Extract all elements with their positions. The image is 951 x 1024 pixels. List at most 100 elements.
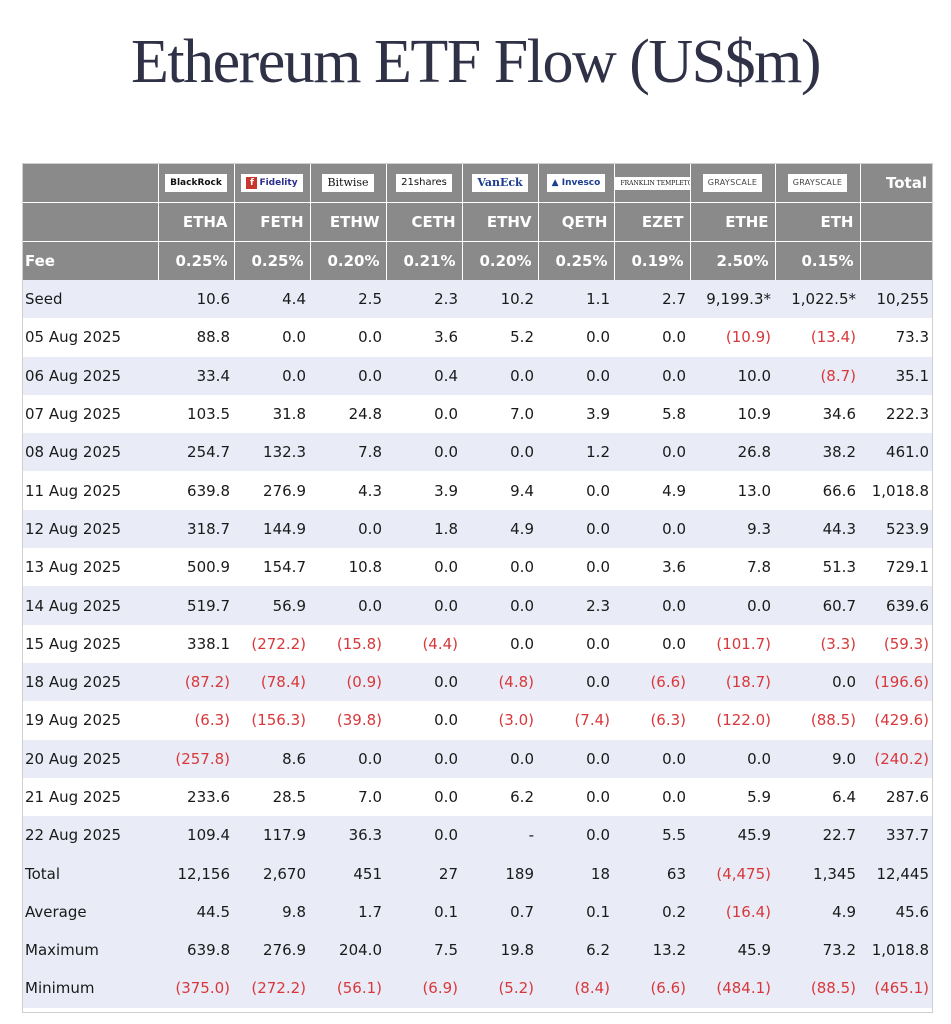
fee-cell: 0.20% <box>461 241 538 280</box>
fee-cell: 0.20% <box>309 241 386 280</box>
flow-value-cell: (101.7) <box>690 624 775 663</box>
flow-value-cell: 109.4 <box>158 816 234 855</box>
flow-value-cell: 0.0 <box>538 356 614 395</box>
issuer-logo-cell: VanEck <box>461 163 538 203</box>
row-label: 07 Aug 2025 <box>22 394 158 434</box>
flow-value-cell: (78.4) <box>234 662 310 702</box>
fee-row: Fee 0.25% 0.25% 0.20% 0.21% 0.20% 0.25% … <box>22 241 933 280</box>
flow-value-cell: 0.0 <box>538 816 614 855</box>
summary-row: Average 44.5 9.8 1.7 0.1 0.7 0.1 0.2 (16.4) 4.9 45… <box>22 892 933 932</box>
flow-value-cell: 28.5 <box>234 777 310 817</box>
flow-value-cell: 2.3 <box>386 280 462 319</box>
flow-value-cell: 639.6 <box>860 586 933 625</box>
flow-value-cell: 44.3 <box>775 509 860 549</box>
franklin-templeton-logo: FRANKLIN TEMPLETON <box>615 176 690 190</box>
flow-value-cell: 34.6 <box>775 394 860 434</box>
flow-value-cell: 9.8 <box>234 892 310 932</box>
flow-value-cell: 0.0 <box>538 509 614 549</box>
ticker-cell: ETH <box>774 202 860 242</box>
flow-value-cell: 639.8 <box>158 931 234 970</box>
flow-value-cell: 7.8 <box>310 433 386 472</box>
flow-value-cell: (88.5) <box>775 701 860 740</box>
flow-value-cell: (6.3) <box>158 701 234 740</box>
flow-value-cell: 18 <box>538 854 614 893</box>
issuer-logo-cell: BlackRock <box>157 163 234 203</box>
ticker-cell: ETHA <box>157 202 234 242</box>
issuer-logo-cell: Bitwise <box>309 163 386 203</box>
flow-value-cell: 0.0 <box>386 662 462 702</box>
flow-value-cell: (8.4) <box>538 969 614 1008</box>
flow-value-cell: 523.9 <box>860 509 933 549</box>
table-row: 12 Aug 2025 318.7 144.9 0.0 1.8 4.9 0.0 0.0 9.3 4… <box>22 509 933 549</box>
issuer-logo-cell: FRANKLIN TEMPLETON <box>613 163 690 203</box>
flow-value-cell: 154.7 <box>234 548 310 587</box>
flow-value-cell: (15.8) <box>310 624 386 663</box>
flow-value-cell: 38.2 <box>775 433 860 472</box>
flow-value-cell: 451 <box>310 854 386 893</box>
ticker-cell: ETHV <box>461 202 538 242</box>
flow-value-cell: 0.0 <box>462 739 538 778</box>
table-row: 20 Aug 2025 (257.8) 8.6 0.0 0.0 0.0 0.0 0.0 0.0 9… <box>22 739 933 778</box>
table-row: 11 Aug 2025 639.8 276.9 4.3 3.9 9.4 0.0 4.9 13.0… <box>22 471 933 510</box>
flow-value-cell: (484.1) <box>690 969 775 1008</box>
flow-value-cell: (6.3) <box>614 701 690 740</box>
flow-value-cell: 0.0 <box>386 816 462 855</box>
flow-value-cell: 204.0 <box>310 931 386 970</box>
ticker-total-cell <box>859 202 933 242</box>
flow-value-cell: (6.6) <box>614 662 690 702</box>
flow-value-cell: 6.2 <box>462 777 538 817</box>
ticker-cell: ETHE <box>689 202 775 242</box>
flow-value-cell: 0.0 <box>386 548 462 587</box>
flow-value-cell: 222.3 <box>860 394 933 434</box>
table-row: 22 Aug 2025 109.4 117.9 36.3 0.0-0.0 5.5 45.9 2… <box>22 816 933 855</box>
flow-value-cell: 2,670 <box>234 854 310 893</box>
flow-value-cell: 6.2 <box>538 931 614 970</box>
flow-value-cell: 3.9 <box>386 471 462 510</box>
fee-cell: 0.19% <box>613 241 690 280</box>
flow-value-cell: (39.8) <box>310 701 386 740</box>
flow-value-cell: (272.2) <box>234 969 310 1008</box>
flow-value-cell: - <box>462 816 538 855</box>
flow-value-cell: 9,199.3* <box>690 280 775 319</box>
flow-value-cell: 10.6 <box>158 280 234 319</box>
ticker-cell: ETHW <box>309 202 386 242</box>
row-label: 15 Aug 2025 <box>22 624 158 663</box>
flow-value-cell: 0.0 <box>386 777 462 817</box>
row-label: 12 Aug 2025 <box>22 509 158 549</box>
flow-value-cell: 2.7 <box>614 280 690 319</box>
flow-value-cell: 51.3 <box>775 548 860 587</box>
flow-value-cell: 461.0 <box>860 433 933 472</box>
flow-value-cell: 0.4 <box>386 356 462 395</box>
flow-value-cell: 0.0 <box>538 548 614 587</box>
flow-value-cell: 5.9 <box>690 777 775 817</box>
flow-value-cell: 0.0 <box>538 739 614 778</box>
flow-value-cell: 45.9 <box>690 816 775 855</box>
flow-value-cell: 5.5 <box>614 816 690 855</box>
flow-value-cell: 13.2 <box>614 931 690 970</box>
table-row: 14 Aug 2025 519.7 56.9 0.0 0.0 0.0 2.3 0.0 0.0 60… <box>22 586 933 625</box>
flow-value-cell: (10.9) <box>690 318 775 357</box>
flow-value-cell: 6.4 <box>775 777 860 817</box>
flow-value-cell: 0.0 <box>614 586 690 625</box>
flow-value-cell: 7.0 <box>310 777 386 817</box>
fidelity-logo: f Fidelity <box>241 173 303 192</box>
fee-cell: 0.25% <box>157 241 234 280</box>
flow-value-cell: (88.5) <box>775 969 860 1008</box>
flow-value-cell: 0.1 <box>386 892 462 932</box>
flow-value-cell: 338.1 <box>158 624 234 663</box>
table-row: 07 Aug 2025 103.5 31.8 24.8 0.0 7.0 3.9 5.8 10.9… <box>22 394 933 434</box>
flow-value-cell: 5.8 <box>614 394 690 434</box>
flow-value-cell: 233.6 <box>158 777 234 817</box>
row-label: 05 Aug 2025 <box>22 318 158 357</box>
row-label: Maximum <box>22 931 158 970</box>
flow-value-cell: (7.4) <box>538 701 614 740</box>
table-row: 19 Aug 2025 (6.3) (156.3) (39.8) 0.0 (3.0) (7.… <box>22 701 933 740</box>
fee-cell: 0.25% <box>537 241 614 280</box>
flow-value-cell: 0.0 <box>775 662 860 702</box>
ticker-cell: FETH <box>233 202 310 242</box>
flow-value-cell: 144.9 <box>234 509 310 549</box>
flow-value-cell: (13.4) <box>775 318 860 357</box>
flow-value-cell: (375.0) <box>158 969 234 1008</box>
ticker-row: ETHA FETH ETHW CETH ETHV QETH EZET ETHE … <box>22 202 933 242</box>
row-label: Total <box>22 854 158 893</box>
